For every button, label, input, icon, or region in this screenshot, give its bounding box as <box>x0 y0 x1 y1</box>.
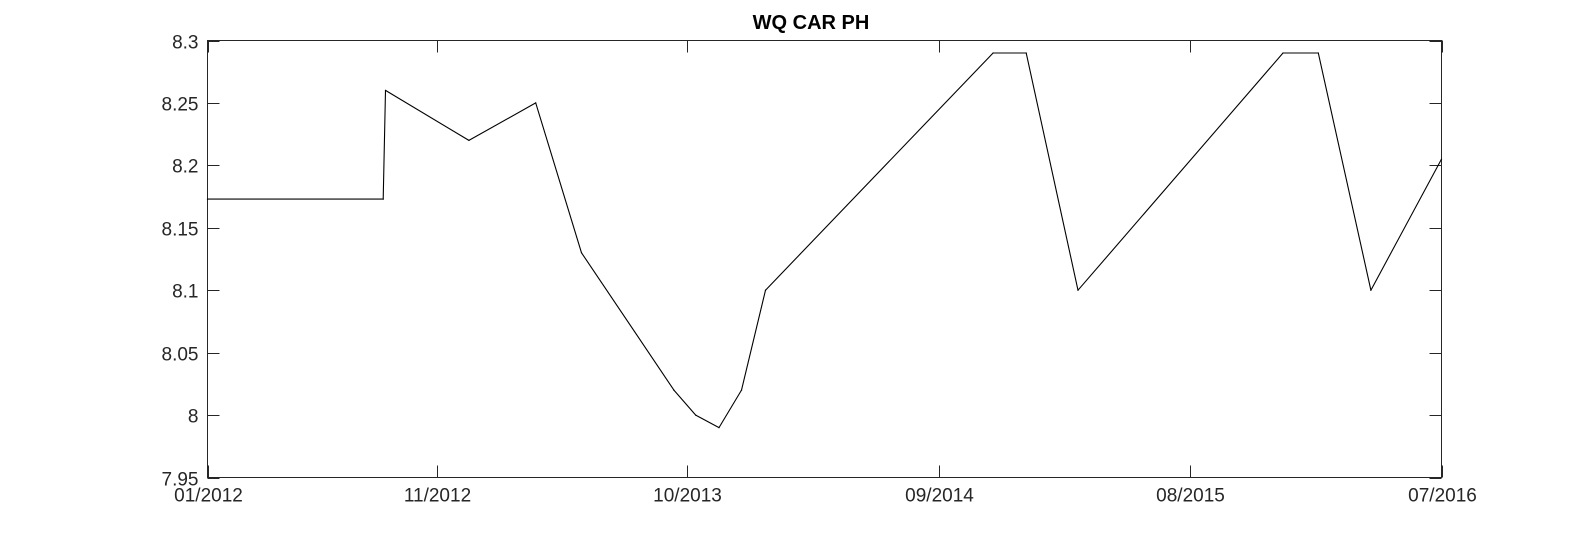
data-point <box>1317 52 1319 54</box>
series-line-segment <box>764 52 994 291</box>
chart-title: WQ CAR PH <box>753 12 870 34</box>
series-line-segment <box>382 89 387 200</box>
data-point <box>740 389 743 391</box>
series-line-segment <box>1370 158 1443 291</box>
data-point <box>764 289 767 291</box>
y-tick-label: 8.05 <box>162 345 199 366</box>
series-line-segment <box>468 102 537 141</box>
y-tick-label: 8.25 <box>162 95 199 116</box>
x-tick-label: 09/2014 <box>905 486 974 507</box>
y-tick-label: 8.3 <box>172 33 198 54</box>
data-point <box>992 52 994 54</box>
data-point <box>695 414 697 416</box>
series-line-segment <box>673 389 697 416</box>
y-axis: 7.95 8 8.05 8.1 8.15 8.2 8.25 8.3 <box>162 33 1442 491</box>
series-line-segment <box>535 102 583 254</box>
data-point <box>580 252 583 254</box>
series-line-segment <box>580 252 675 391</box>
data-point <box>384 89 387 91</box>
y-tick-label: 8.15 <box>162 220 199 241</box>
series-line-segment <box>1025 52 1079 291</box>
plot-area-frame <box>207 40 1442 478</box>
series-layer <box>206 52 1443 429</box>
series-line-segment <box>740 289 767 391</box>
x-tick-label: 07/2016 <box>1408 486 1477 507</box>
series-line-segment <box>1317 52 1372 291</box>
data-point <box>468 139 470 141</box>
data-point <box>535 102 537 104</box>
data-point <box>1282 52 1284 54</box>
y-tick-label: 7.95 <box>162 470 199 491</box>
x-tick-label: 01/2012 <box>174 486 243 507</box>
data-point <box>206 198 209 200</box>
series-line-segment <box>695 414 720 429</box>
series-line-segment <box>1077 52 1284 291</box>
data-point <box>718 427 720 429</box>
data-point <box>382 198 384 200</box>
y-tick-label: 8.2 <box>172 157 198 178</box>
data-point <box>1440 158 1443 160</box>
x-tick-label: 11/2012 <box>404 486 471 507</box>
data-point <box>673 389 675 391</box>
y-tick-label: 8.1 <box>172 282 198 303</box>
data-point <box>1370 289 1372 291</box>
x-tick-label: 08/2015 <box>1156 486 1225 507</box>
y-tick-label: 8 <box>188 407 199 428</box>
data-point <box>1077 289 1079 291</box>
x-axis: 01/2012 11/2012 10/2013 09/2014 08/2015 07/20… <box>174 40 1477 507</box>
series-line-segment <box>384 89 470 141</box>
x-tick-label: 10/2013 <box>653 486 722 507</box>
series-line-segment <box>718 389 743 429</box>
data-point <box>1025 52 1027 54</box>
